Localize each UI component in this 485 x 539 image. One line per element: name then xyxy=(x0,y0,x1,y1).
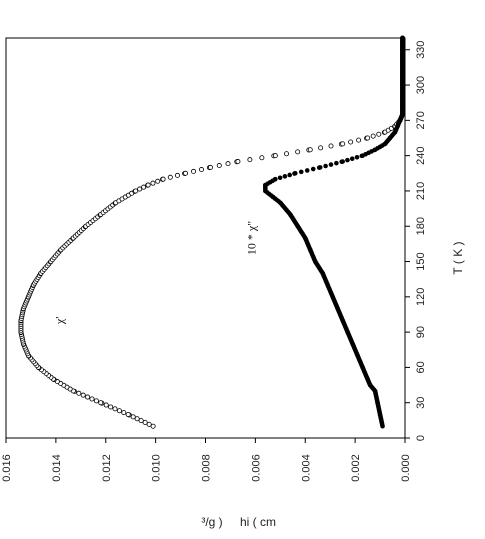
y-axis-title-extra: ³/g ) xyxy=(201,515,222,529)
y-tick-label: 0.014 xyxy=(51,454,63,482)
x-tick-label: 240 xyxy=(415,146,427,164)
data-point xyxy=(348,139,354,145)
data-point xyxy=(216,163,222,169)
data-point xyxy=(89,396,95,402)
series-chi-prime xyxy=(18,35,406,429)
x-tick-label: 60 xyxy=(415,361,427,373)
data-point xyxy=(138,418,144,424)
x-tick-label: 150 xyxy=(415,252,427,270)
y-tick-label: 0.012 xyxy=(101,454,113,482)
data-point xyxy=(273,176,278,182)
data-point xyxy=(150,423,156,429)
data-point xyxy=(235,159,241,165)
data-point xyxy=(150,180,156,186)
data-point xyxy=(116,408,122,414)
data-point xyxy=(400,35,405,41)
y-tick-label: 0.010 xyxy=(151,454,163,482)
data-point xyxy=(272,153,278,159)
x-tick-label: 330 xyxy=(415,41,427,59)
series-chi-double-prime xyxy=(263,35,405,429)
data-point xyxy=(247,157,253,163)
data-point xyxy=(349,156,355,162)
x-tick-label: 90 xyxy=(415,326,427,338)
data-point xyxy=(183,170,189,176)
data-point xyxy=(191,168,197,174)
data-point xyxy=(108,404,114,410)
data-point xyxy=(80,392,86,398)
x-tick-label: 300 xyxy=(415,76,427,94)
data-point xyxy=(295,149,301,155)
data-point xyxy=(323,163,328,169)
y-tick-label: 0.006 xyxy=(250,454,262,482)
data-point xyxy=(354,154,360,160)
data-point xyxy=(292,170,298,176)
data-point xyxy=(356,137,362,143)
data-point xyxy=(141,184,147,190)
data-point xyxy=(307,147,313,153)
data-point xyxy=(287,172,292,178)
data-point xyxy=(137,186,143,192)
data-point xyxy=(145,182,151,188)
data-point xyxy=(328,162,334,167)
data-point xyxy=(146,421,152,427)
series-annotation: χ' xyxy=(52,317,66,326)
chi-axis: 0.016 0.014 0.012 0.010 0.008 0.006 0.004 0.002… xyxy=(1,438,412,482)
data-point xyxy=(282,174,288,179)
data-point xyxy=(225,161,231,167)
y-tick-label: 0.002 xyxy=(350,454,362,482)
data-point xyxy=(340,159,345,164)
series-layer xyxy=(18,35,406,429)
data-point xyxy=(174,172,180,178)
data-point xyxy=(98,400,104,406)
data-point xyxy=(93,398,99,404)
temperature-axis: 0 30 60 90 120 150 180 210 240 270 300 330 xyxy=(405,41,427,441)
plot-frame xyxy=(5,37,406,439)
y-axis-title: hi ( cm xyxy=(240,515,276,529)
x-tick-label: 210 xyxy=(415,182,427,200)
data-point xyxy=(317,165,323,170)
data-point xyxy=(277,175,283,181)
data-point xyxy=(134,416,140,422)
data-point xyxy=(376,131,382,137)
data-point xyxy=(328,143,334,149)
data-point xyxy=(345,157,350,163)
series-annotation: 10 * χ" xyxy=(244,221,258,255)
data-point xyxy=(304,168,310,173)
y-tick-label: 0.008 xyxy=(201,454,213,482)
data-point xyxy=(259,155,265,161)
x-tick-label: 0 xyxy=(415,435,427,441)
data-point xyxy=(76,390,82,396)
data-point xyxy=(283,151,289,157)
data-point xyxy=(207,164,213,170)
x-tick-label: 120 xyxy=(415,288,427,306)
data-point xyxy=(133,188,139,194)
y-tick-label: 0.016 xyxy=(1,454,13,482)
y-tick-label: 0.000 xyxy=(400,454,412,482)
data-point xyxy=(334,160,339,166)
x-axis-title: T ( K ) xyxy=(451,241,465,274)
data-point xyxy=(370,133,376,139)
x-tick-label: 30 xyxy=(415,397,427,409)
annotation-layer: χ' 10 * χ" xyxy=(52,221,258,325)
data-point xyxy=(160,176,166,182)
x-tick-label: 180 xyxy=(415,217,427,235)
data-point xyxy=(125,411,131,417)
data-point xyxy=(365,135,371,141)
data-point xyxy=(103,402,109,408)
data-point xyxy=(167,174,173,180)
data-point xyxy=(155,178,161,184)
data-point xyxy=(142,419,148,425)
data-point xyxy=(298,169,304,175)
data-point xyxy=(121,410,127,416)
data-point xyxy=(112,406,118,412)
data-point xyxy=(85,394,91,400)
x-tick-label: 270 xyxy=(415,111,427,129)
y-tick-label: 0.004 xyxy=(300,454,312,482)
data-point xyxy=(340,141,346,147)
data-point xyxy=(310,166,316,172)
data-point xyxy=(318,145,324,151)
data-point xyxy=(199,167,205,173)
data-point xyxy=(130,414,136,420)
